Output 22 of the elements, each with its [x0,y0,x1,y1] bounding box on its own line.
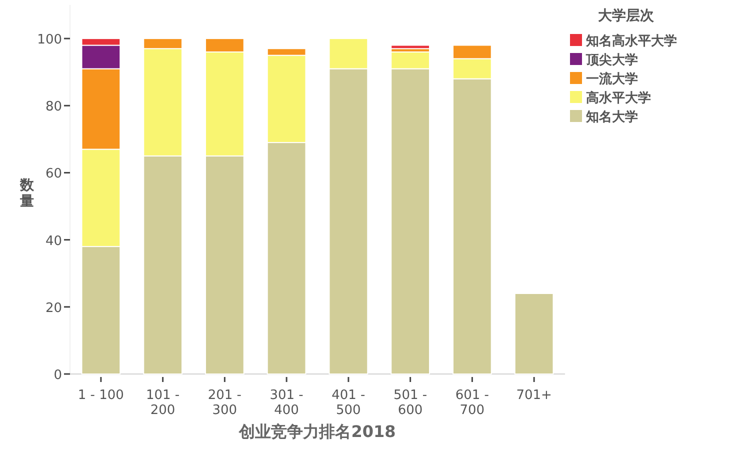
x-tick-label: 301 - 400 [270,388,304,418]
x-tick-label: 1 - 100 [78,388,124,403]
x-tick-label: 201 - 300 [208,388,242,418]
x-tick-label: 501 - 600 [393,388,428,418]
y-axis-title: 数量 [19,178,35,210]
x-tick-label: 701+ [516,388,552,403]
x-tick-label: 101 - 200 [146,388,180,418]
y-tick-label: 100 [37,32,62,48]
x-tick-label: 401 - 500 [332,388,366,418]
legend-title: 大学层次 [598,8,655,24]
legend-label: 顶尖大学 [585,53,638,68]
legend-label: 高水平大学 [586,90,651,106]
y-tick-label: 20 [45,300,62,316]
legend-label: 一流大学 [586,71,638,87]
legend-label: 知名大学 [585,110,638,125]
y-tick-label: 40 [45,234,62,249]
y-tick-label: 0 [54,368,62,383]
x-tick-label: 601 - 700 [455,388,490,418]
x-axis-title: 创业竞争力排名2018 [238,422,396,441]
y-tick-label: 80 [45,100,62,115]
y-tick-label: 60 [45,166,62,182]
legend-label: 知名高水平大学 [585,33,677,49]
